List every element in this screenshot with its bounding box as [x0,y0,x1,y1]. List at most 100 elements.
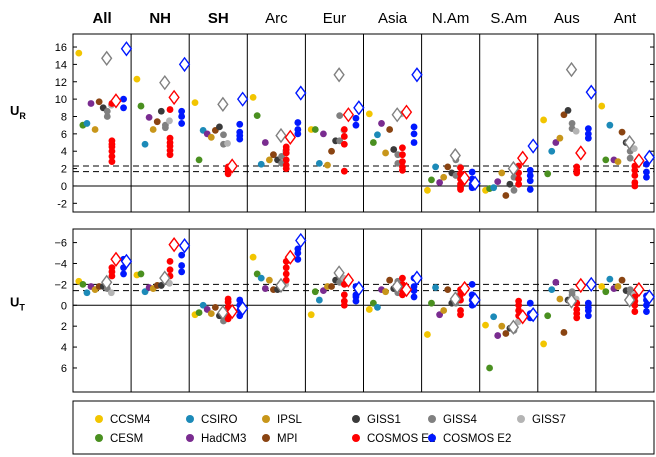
data-point-cosmos-e1 [108,147,116,155]
diamond-giss4-mean [101,274,113,290]
region-header-nam: N.Am [432,10,470,27]
data-point-giss1 [564,107,572,114]
diamond-giss4-mean [391,278,403,295]
data-point-ccsm4 [540,340,548,348]
data-point-cosmos-e2 [643,168,650,176]
data-point-ipsl [382,149,389,157]
diamond-giss4-mean [623,292,636,308]
data-point-mpi [386,276,394,284]
region-header-nh: NH [149,10,171,27]
data-point-ipsl [265,276,273,284]
data-point-hadcm3 [494,332,502,339]
data-point-hadcm3 [378,120,385,127]
data-point-cosmos-e2 [294,126,302,133]
legend-marker-giss7 [517,415,525,423]
region-header-aus: Aus [554,10,580,27]
data-point-cosmos-e1 [224,170,232,178]
legend-marker-cesm [95,434,103,442]
diamond-cosmos-e1-mean [226,303,238,320]
legend-marker-mpi [262,434,270,442]
data-point-cosmos-e2 [352,114,360,122]
data-point-cosmos-e2 [120,104,127,112]
diamond-giss4-mean [565,61,578,78]
data-point-cosmos-e2 [120,95,127,103]
diamond-cosmos-e2-mean [120,41,133,57]
data-point-mpi [560,111,568,119]
y-tick-label: 16 [55,42,67,54]
data-point-cosmos-e2 [526,166,534,174]
data-point-hadcm3 [261,139,269,146]
data-point-cosmos-e2 [120,270,127,278]
data-point-giss1 [506,180,514,188]
diamond-cosmos-e1-mean [458,280,471,297]
data-point-csiro [141,288,149,296]
data-point-ccsm4 [133,75,141,83]
diamond-cosmos-e2-mean [585,84,597,100]
data-point-cosmos-e2 [294,255,302,263]
y-tick-label: 0 [61,300,67,312]
data-point-csiro [83,289,91,297]
data-point-ccsm4 [424,186,431,194]
y-axis-label: UT [10,295,25,313]
data-point-cosmos-e1 [573,314,581,322]
region-header-all: All [92,10,111,27]
data-point-giss4 [103,107,111,115]
data-point-cosmos-e2 [236,120,244,128]
data-point-ipsl [556,134,564,142]
data-point-ipsl [324,161,331,169]
data-point-ipsl [498,169,506,177]
data-point-giss7 [166,117,173,125]
diamond-cosmos-e2-mean [411,67,423,83]
data-point-cosmos-e1 [340,140,348,148]
data-point-cosmos-e1 [399,151,406,159]
diamond-cosmos-e2-mean [236,300,249,317]
data-point-mpi [444,163,452,171]
data-point-csiro [606,121,614,129]
legend-marker-cosmos-e1 [352,434,360,442]
data-point-ipsl [556,295,564,303]
legend-label-giss1: GISS1 [367,414,401,426]
data-point-mpi [211,303,219,311]
legend-marker-csiro [186,415,194,423]
data-point-giss4 [394,151,402,159]
data-point-ipsl [440,173,448,181]
data-point-cosmos-e1 [340,167,348,175]
diamond-giss4-mean [217,304,229,321]
panel-UT: −6 −4 −2 0 2 4 6 UT [10,228,656,393]
data-point-mpi [328,283,335,290]
data-point-csiro [606,275,614,283]
diamond-cosmos-e1-mean [458,170,471,186]
y-tick-label: 2 [61,164,67,176]
data-point-cosmos-e1 [282,276,290,284]
data-point-cesm [428,299,435,307]
diamond-giss4-mean [623,134,636,151]
data-point-cosmos-e1 [282,264,290,272]
data-point-hadcm3 [145,113,153,121]
y-axis-label: UR [10,103,26,121]
data-point-cosmos-e1 [515,307,523,314]
data-point-csiro [257,160,265,168]
data-point-ipsl [498,322,506,330]
region-header-eur: Eur [323,10,346,27]
data-point-cosmos-e2 [584,303,592,311]
data-point-cosmos-e2 [468,280,476,288]
data-point-mpi [444,286,452,294]
data-point-cosmos-e1 [340,133,348,140]
data-point-cosmos-e2 [643,173,650,181]
data-point-ipsl [207,133,215,141]
diamond-cosmos-e1-mean [517,309,529,325]
data-point-cosmos-e1 [573,163,581,171]
data-point-cesm [428,176,435,184]
data-point-csiro [315,296,323,304]
diamond-cosmos-e1-mean [575,145,587,161]
data-point-hadcm3 [494,178,502,186]
y-tick-label: 4 [61,342,67,354]
data-point-cosmos-e1 [166,151,174,159]
data-point-csiro [199,301,207,309]
data-point-giss1 [390,146,398,153]
data-point-cesm [602,288,610,296]
region-header-ant: Ant [614,10,637,27]
data-point-hadcm3 [320,287,327,295]
legend-box [72,400,655,455]
